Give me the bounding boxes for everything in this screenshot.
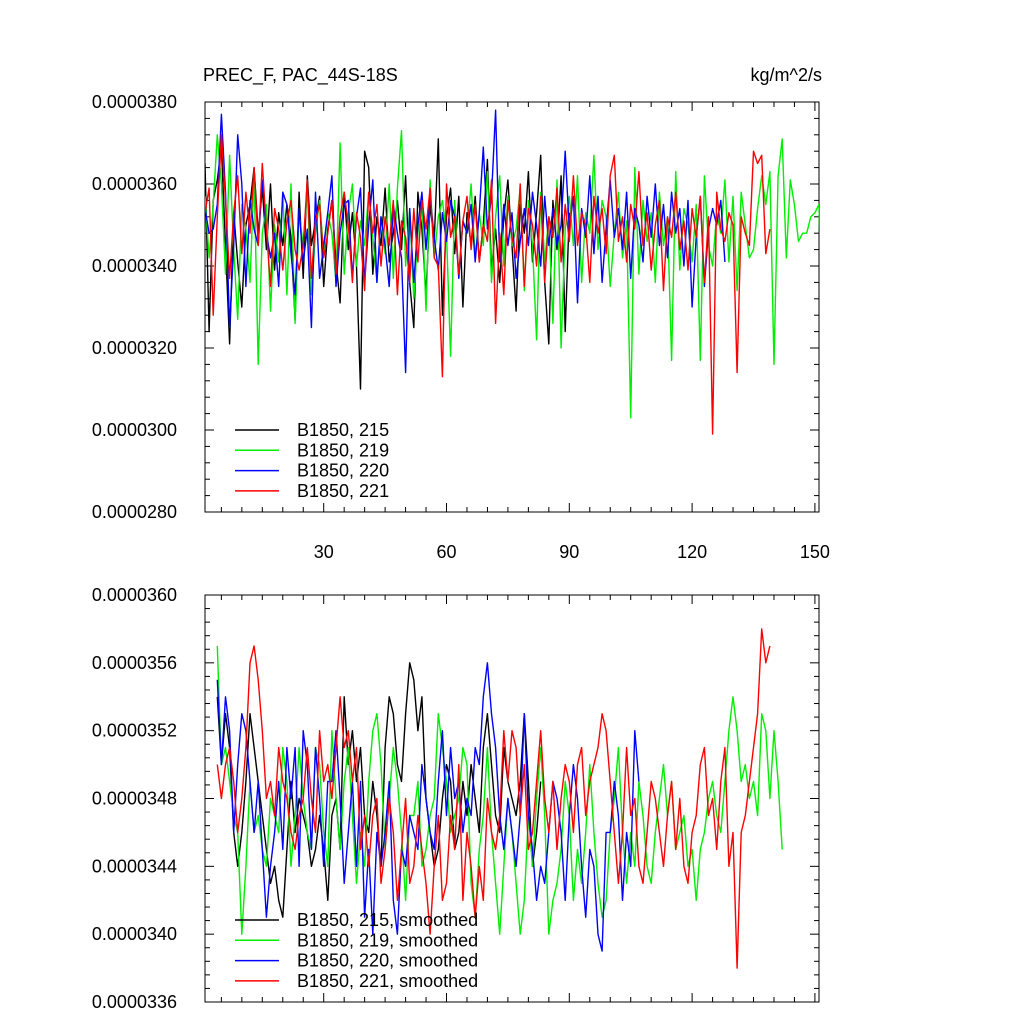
x-tick-label: 150 xyxy=(800,542,830,562)
x-tick-label: 90 xyxy=(559,542,579,562)
x-tick-label: 60 xyxy=(436,542,456,562)
legend-label: B1850, 220, smoothed xyxy=(297,951,478,971)
x-tick-label: 30 xyxy=(314,542,334,562)
x-tick-label: 120 xyxy=(677,542,707,562)
top-panel: 0.0000280 0.0000300 0.0000320 0.0000340 0.00… xyxy=(92,92,830,562)
y-tick-label: 0.0000280 xyxy=(92,502,177,522)
series-line-b1850-220 xyxy=(205,109,726,374)
legend-label: B1850, 221, smoothed xyxy=(297,971,478,991)
bottom-panel: 0.0000336 0.0000340 0.0000344 0.0000348 0.00… xyxy=(92,585,820,1012)
chart-title: PREC_F, PAC_44S-18S xyxy=(203,65,398,86)
legend-label: B1850, 219, smoothed xyxy=(297,930,478,950)
legend-label: B1850, 215, smoothed xyxy=(297,910,478,930)
y-tick-label: 0.0000336 xyxy=(92,992,177,1012)
y-tick-label: 0.0000344 xyxy=(92,856,177,876)
y-tick-label: 0.0000356 xyxy=(92,653,177,673)
y-tick-label: 0.0000300 xyxy=(92,420,177,440)
plot-frame xyxy=(204,101,820,513)
y-tick-label: 0.0000360 xyxy=(92,585,177,605)
y-tick-label: 0.0000352 xyxy=(92,721,177,741)
chart-units: kg/m^2/s xyxy=(751,65,822,85)
legend-label: B1850, 221 xyxy=(297,481,389,501)
legend-label: B1850, 215 xyxy=(297,420,389,440)
legend-label: B1850, 219 xyxy=(297,440,389,460)
y-tick-label: 0.0000380 xyxy=(92,92,177,112)
series-line-b1850-220-smoothed xyxy=(216,662,640,952)
y-tick-label: 0.0000360 xyxy=(92,174,177,194)
y-tick-label: 0.0000340 xyxy=(92,256,177,276)
series-line-b1850-221 xyxy=(205,134,771,435)
legend-label: B1850, 220 xyxy=(297,461,389,481)
y-tick-label: 0.0000320 xyxy=(92,338,177,358)
y-tick-label: 0.0000340 xyxy=(92,924,177,944)
series-line-b1850-221-smoothed xyxy=(216,628,771,969)
y-tick-label: 0.0000348 xyxy=(92,789,177,809)
